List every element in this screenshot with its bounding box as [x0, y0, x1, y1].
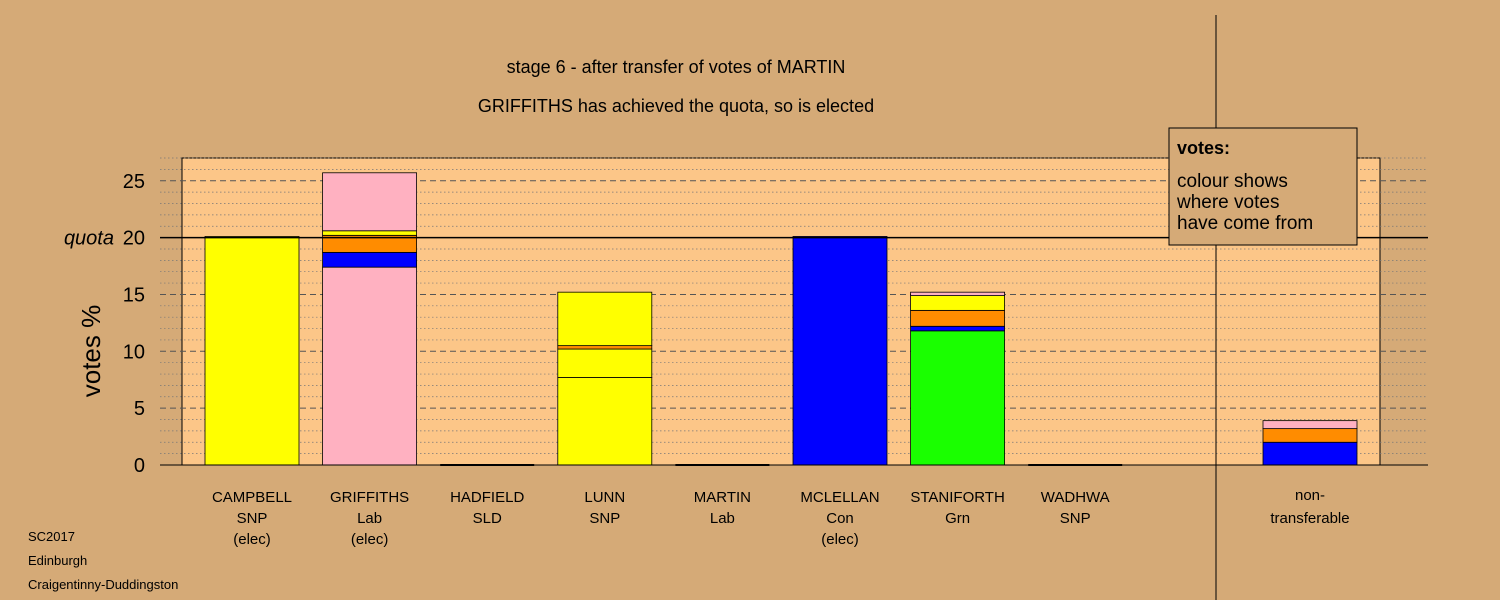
footer-line: SC2017	[28, 529, 75, 544]
x-tick-label: MARTIN	[694, 489, 751, 506]
bar-segment	[557, 377, 653, 466]
x-tick-label: Grn	[945, 510, 970, 527]
bar-segment	[1262, 420, 1358, 430]
bar-segment	[792, 237, 888, 466]
bar-segment	[910, 291, 1005, 296]
x-tick-label: (elec)	[351, 531, 389, 548]
footer: SC2017 Edinburgh Craigentinny-Duddingsto…	[28, 529, 178, 592]
bar-segment	[910, 309, 1005, 327]
y-tick-label: 15	[123, 284, 145, 306]
legend-line: colour shows	[1177, 171, 1288, 192]
footer-line: Craigentinny-Duddingston	[28, 577, 178, 592]
x-tick-label: HADFIELD	[450, 489, 524, 506]
bar-segment	[322, 230, 418, 236]
bars	[204, 172, 1358, 466]
bar-segment	[1262, 441, 1358, 466]
x-tick-label: CAMPBELL	[212, 489, 292, 506]
bar-segment	[557, 291, 653, 347]
y-tick-label: 10	[123, 341, 145, 363]
legend-title: votes:	[1177, 138, 1230, 158]
chart-subtitle: GRIFFITHS has achieved the quota, so is …	[478, 96, 874, 116]
y-axis-label: votes %	[76, 305, 106, 398]
y-tick-label: 0	[134, 455, 145, 477]
x-tick-label: MCLELLAN	[800, 489, 879, 506]
y-tick-label: 20	[123, 228, 145, 250]
bar-segment	[910, 295, 1005, 311]
quota-label: quota	[64, 228, 114, 250]
legend-line: have come from	[1177, 213, 1313, 234]
legend-line: where votes	[1176, 192, 1279, 213]
legend-box	[1168, 127, 1358, 246]
x-tick-label: LUNN	[584, 489, 625, 506]
bar-segment	[204, 237, 300, 466]
x-tick-label: WADHWA	[1041, 489, 1110, 506]
bar-segment	[557, 345, 653, 350]
bar-segment	[322, 266, 418, 466]
x-tick-labels: CAMPBELL SNP (elec) GRIFFITHS Lab (elec) HADFI…	[212, 487, 1350, 548]
x-tick-label: non-	[1295, 487, 1325, 504]
bar-segment	[322, 172, 418, 232]
x-tick-label: Lab	[710, 510, 735, 527]
x-tick-label: GRIFFITHS	[330, 489, 409, 506]
bar-segment	[557, 348, 653, 378]
footer-line: Edinburgh	[28, 553, 87, 568]
y-tick-label: 5	[134, 398, 145, 420]
x-tick-label: SNP	[589, 510, 620, 527]
legend: votes: colour shows where votes have com…	[1168, 127, 1358, 246]
bar-segment	[910, 330, 1005, 466]
y-tick-labels: 0 5 10 15 20 25	[123, 171, 145, 477]
x-tick-label: SNP	[237, 510, 268, 527]
x-tick-label: transferable	[1270, 510, 1349, 527]
chart-title: stage 6 - after transfer of votes of MAR…	[507, 57, 846, 77]
x-tick-label: (elec)	[233, 531, 271, 548]
x-tick-label: SNP	[1060, 510, 1091, 527]
y-tick-label: 25	[123, 171, 145, 193]
bar-segment	[322, 251, 418, 268]
bar-segment	[910, 325, 1005, 332]
x-tick-label: Con	[826, 510, 854, 527]
x-tick-label: Lab	[357, 510, 382, 527]
x-tick-label: STANIFORTH	[910, 489, 1004, 506]
bar-segment	[1262, 428, 1358, 443]
x-tick-label: (elec)	[821, 531, 859, 548]
x-tick-label: SLD	[473, 510, 502, 527]
